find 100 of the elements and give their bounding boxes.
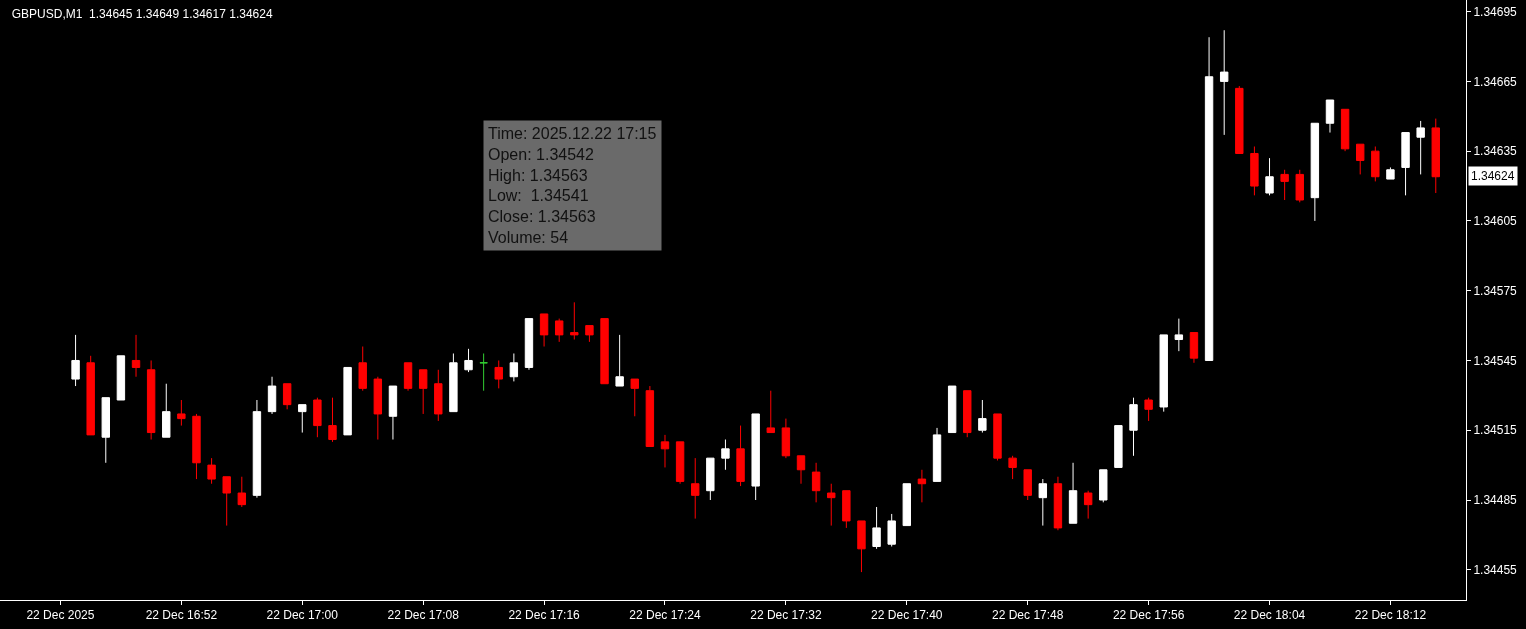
y-tick-label: 1.34545 <box>1473 353 1518 368</box>
candlestick <box>1416 120 1425 175</box>
candlestick <box>237 476 247 508</box>
candlestick <box>1310 122 1320 222</box>
candlestick <box>585 325 594 343</box>
candlestick <box>298 404 307 434</box>
candlestick <box>811 462 821 503</box>
candlestick <box>796 455 806 485</box>
candlestick <box>1295 169 1304 203</box>
candlestick <box>1250 146 1259 196</box>
x-tick-label: 22 Dec 18:12 <box>1354 608 1427 623</box>
candlestick <box>207 457 216 485</box>
candlestick <box>917 469 927 503</box>
candlestick <box>388 385 398 441</box>
candlestick <box>313 397 322 438</box>
x-tick-label: 22 Dec 17:16 <box>508 608 581 623</box>
text: GBPUSD,M1 1.34645 1.34649 1.34617 1.34624 <box>11 6 273 21</box>
candlestick <box>494 359 503 389</box>
candlestick <box>1265 157 1274 196</box>
candlestick <box>660 434 670 468</box>
candlestick <box>1280 169 1289 201</box>
candlestick <box>358 346 367 392</box>
candlestick <box>479 352 488 392</box>
candlestick <box>963 390 972 438</box>
candlestick <box>887 513 896 548</box>
candlestick <box>71 334 80 387</box>
candlestick <box>600 318 609 385</box>
candlestick <box>1023 469 1032 501</box>
candlestick <box>86 355 95 436</box>
candlestick <box>857 520 866 573</box>
candlestick <box>449 352 458 413</box>
x-tick-label: 22 Dec 17:32 <box>750 608 822 623</box>
candlestick <box>630 378 639 417</box>
candlestick <box>691 457 700 520</box>
candlestick <box>1431 118 1440 194</box>
y-tick-label: 1.34515 <box>1473 423 1518 438</box>
candlestick <box>721 439 730 471</box>
candlestick <box>781 418 791 459</box>
candlestick <box>932 427 942 482</box>
candlestick <box>1038 478 1048 527</box>
x-tick-label: 22 Dec 17:00 <box>266 608 339 623</box>
x-tick-label: 22 Dec 17:48 <box>992 608 1064 623</box>
candlestick <box>1083 490 1093 520</box>
candlestick <box>1235 85 1244 154</box>
candlestick <box>751 413 760 501</box>
candlestick <box>947 385 957 434</box>
candlestick <box>554 318 564 343</box>
y-tick-label: 1.34485 <box>1473 493 1518 508</box>
candlestick <box>177 399 186 427</box>
candlestick <box>222 476 231 527</box>
x-tick-label: 22 Dec 17:56 <box>1112 608 1185 623</box>
y-tick-label: 1.34695 <box>1473 4 1518 19</box>
candlestick <box>842 490 851 529</box>
y-tick-label: 1.34605 <box>1473 214 1518 229</box>
x-tick-label: 22 Dec 17:40 <box>871 608 943 623</box>
annotation: Time: 2025.12.22 17:15 Open: 1.34542 High: 1.34563 Low: 1.34541 Close: 1.34563 Volume: 54 <box>488 125 657 246</box>
y-tick-label: 1.34455 <box>1473 562 1518 577</box>
candlestick <box>1174 318 1184 352</box>
candlestick <box>645 385 655 448</box>
candlestick <box>434 369 443 422</box>
candlestick <box>1053 476 1063 531</box>
candlestick <box>146 359 156 441</box>
candlestick <box>675 441 685 485</box>
candlestick <box>902 483 912 527</box>
candlestick <box>1189 332 1199 364</box>
x-tick-label: 22 Dec 17:24 <box>629 608 702 623</box>
x-tick-label: 22 Dec 16:52 <box>145 608 218 623</box>
candlestick <box>192 413 201 480</box>
candlestick <box>524 318 534 371</box>
candlestick <box>1144 397 1153 422</box>
candlestick <box>978 399 987 434</box>
candlestick <box>1129 397 1138 457</box>
candlestick <box>162 383 171 438</box>
candlestick <box>615 334 624 387</box>
text: 1.34624 <box>1471 169 1515 183</box>
candlestick <box>1325 99 1335 134</box>
candlestick <box>131 334 141 378</box>
candlestick <box>706 457 715 501</box>
x-tick-label: 22 Dec 2025 <box>26 608 95 623</box>
candlestick <box>539 313 549 348</box>
candlestick <box>267 376 277 415</box>
x-tick-label: 22 Dec 18:04 <box>1233 608 1306 623</box>
candlestick <box>403 362 413 392</box>
candlestick <box>1068 462 1078 524</box>
y-tick-label: 1.34665 <box>1473 74 1518 89</box>
candlestick <box>1386 166 1395 180</box>
candlestick <box>1114 425 1123 468</box>
candlestick <box>464 348 473 373</box>
candlestick <box>418 369 428 415</box>
x-tick-label: 22 Dec 17:08 <box>387 608 460 623</box>
candlestick <box>373 376 383 441</box>
candlestick <box>1099 469 1108 503</box>
candlestick <box>101 397 110 464</box>
candlestick <box>1371 146 1380 182</box>
candlestick <box>766 390 775 434</box>
candlestick <box>328 397 337 443</box>
y-tick-label: 1.34635 <box>1473 144 1518 159</box>
candlestick <box>1356 143 1365 175</box>
y-tick-label: 1.34575 <box>1473 283 1518 298</box>
candlestick <box>872 506 881 550</box>
